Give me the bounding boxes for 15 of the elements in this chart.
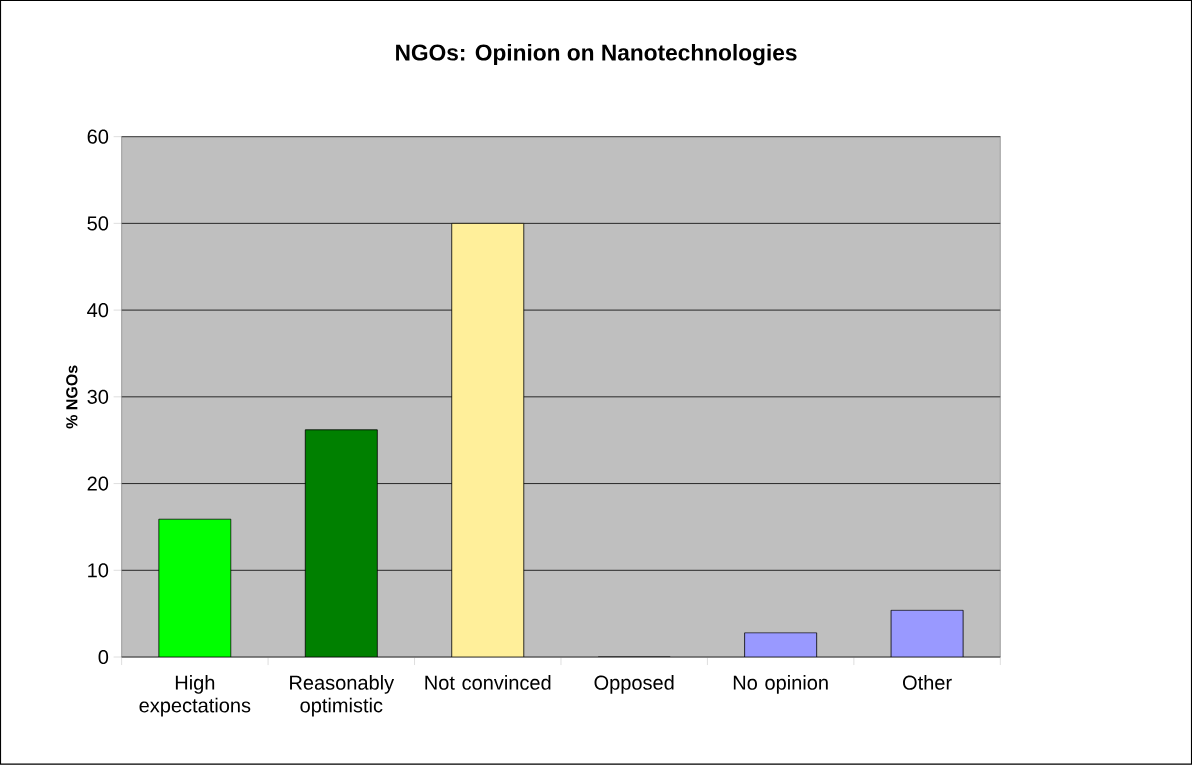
x-tick-label: No opinion bbox=[733, 675, 828, 694]
y-tick-label: 0 bbox=[98, 650, 109, 665]
x-tick-label: Reasonably optimistic bbox=[290, 675, 395, 717]
x-tick-label: Other bbox=[903, 675, 952, 690]
y-tick-label: 50 bbox=[87, 216, 109, 231]
x-tick-label: Opposed bbox=[594, 675, 674, 694]
y-tick-label: 40 bbox=[87, 303, 109, 318]
y-tick-label: 30 bbox=[87, 389, 109, 405]
y-tick-label: 20 bbox=[87, 476, 109, 491]
x-tick-label: High expectations bbox=[139, 675, 251, 717]
y-tick-label: 10 bbox=[88, 563, 109, 578]
chart-title: NGOs: Opinion on Nanotechnologies bbox=[396, 44, 797, 66]
x-tick-label: Not convinced bbox=[425, 675, 551, 690]
y-tick-label: 60 bbox=[87, 129, 109, 144]
y-axis-title: % NGOs bbox=[66, 365, 78, 429]
